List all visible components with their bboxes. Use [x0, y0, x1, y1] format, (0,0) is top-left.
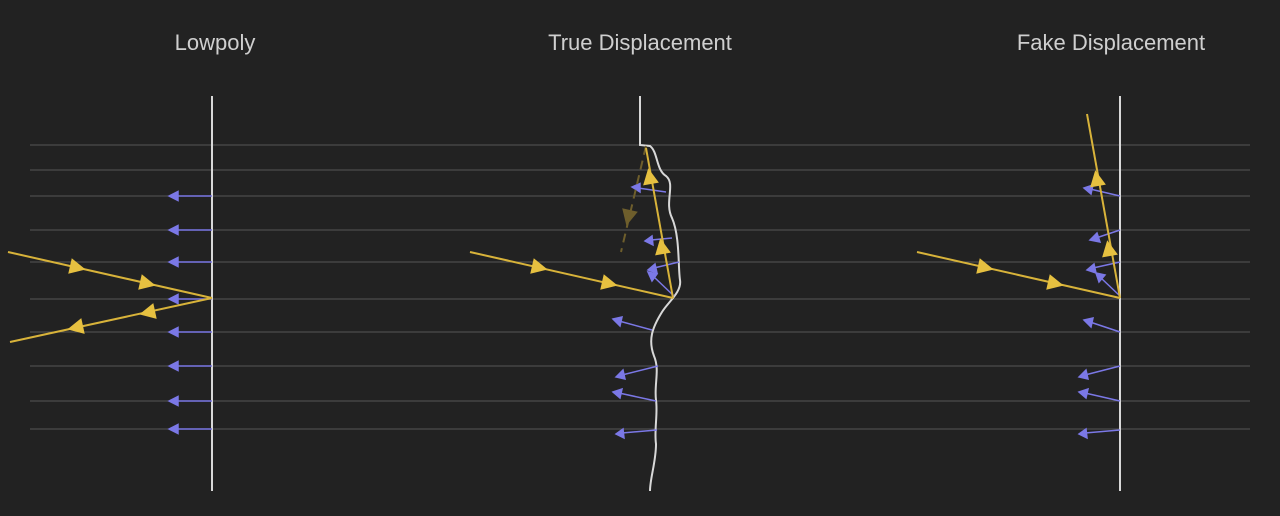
fake-displacement-rays: [916, 113, 1121, 299]
panel-title-lowpoly: Lowpoly: [174, 30, 256, 55]
lowpoly-rays: [7, 251, 213, 343]
fake-displacement-panel: [916, 96, 1121, 491]
true-displacement-ghost-ray: [620, 145, 647, 253]
true-displacement-normals: [611, 182, 680, 440]
fake-displacement-normals: [1077, 183, 1121, 440]
panel-title-fake-displacement: Fake Displacement: [1016, 30, 1206, 55]
true-displacement-panel: [469, 96, 682, 492]
true-displacement-rays: [469, 147, 674, 299]
lowpoly-normals: [167, 190, 212, 435]
lowpoly-panel: [7, 96, 213, 491]
panel-title-true-displacement: True Displacement: [548, 30, 732, 55]
true-displacement-surface: [639, 96, 682, 492]
guide-lines: [30, 144, 1250, 430]
